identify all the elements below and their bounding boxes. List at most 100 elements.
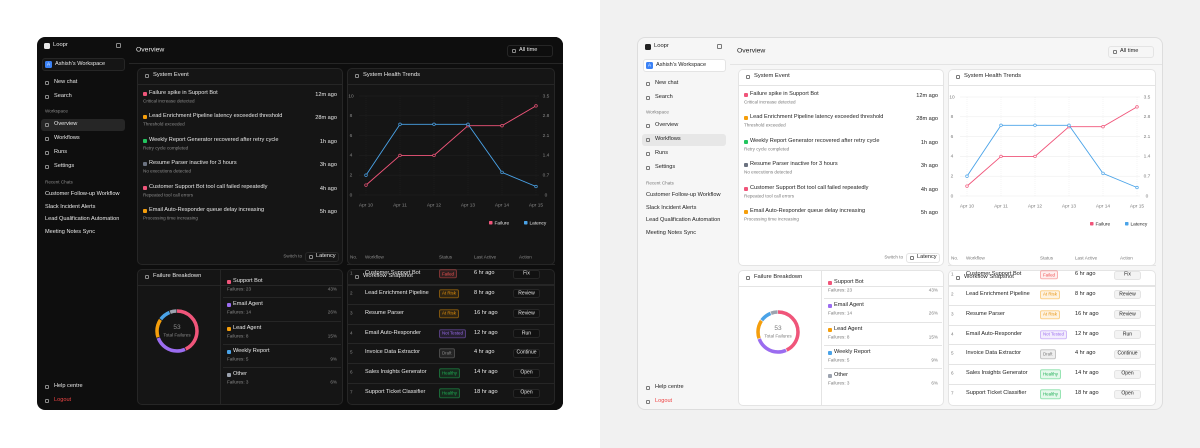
row-divider (948, 344, 1156, 345)
last-active: 14 hr ago (1075, 370, 1099, 377)
row-number: 7 (350, 389, 353, 395)
action-button[interactable] (1114, 369, 1141, 379)
workspace-name: Ashish's Workspace (55, 60, 106, 67)
sidebar-action[interactable]: Search (655, 94, 673, 101)
help-link[interactable]: Help centre (54, 383, 83, 390)
breakdown-count: Failures: 14 (227, 310, 252, 315)
donut-segment (756, 310, 800, 354)
switch-toggle[interactable] (305, 252, 339, 262)
status-badge: At Risk (1040, 290, 1060, 300)
logout-link[interactable]: Logout (54, 397, 72, 404)
status-badge: Healthy (439, 368, 460, 378)
workspace-select[interactable] (42, 58, 125, 71)
last-active: 18 hr ago (474, 389, 498, 396)
card-divider (738, 286, 944, 287)
breakdown-share: 9% (931, 357, 938, 363)
event-title: Customer Support Bot tool call failed re… (149, 183, 268, 190)
nav-item[interactable]: Settings (54, 163, 75, 170)
action-button[interactable] (1114, 310, 1141, 320)
action-button[interactable] (513, 329, 540, 339)
action-button[interactable] (1114, 270, 1141, 280)
recent-chat[interactable]: Slack Incident Alerts (646, 205, 697, 212)
nav-item[interactable]: Overview (655, 122, 679, 129)
workflow-name: Resume Parser (365, 309, 404, 316)
workspace-select[interactable] (643, 59, 726, 72)
logout-link[interactable]: Logout (655, 398, 673, 405)
row-number: 1 (951, 271, 954, 277)
nav-item[interactable]: Workflows (655, 136, 681, 143)
action-button[interactable] (513, 269, 540, 279)
switch-option: Latency (917, 254, 937, 261)
event-dot (744, 116, 748, 121)
nav-item[interactable]: Overview (54, 121, 78, 128)
action-button[interactable] (1114, 349, 1141, 359)
y2-tick-label: 1.4 (543, 153, 550, 159)
line-point (1067, 123, 1071, 127)
workflow-name: Lead Enrichment Pipeline (365, 290, 429, 297)
recent-chat[interactable]: Lead Qualification Automation (45, 216, 120, 223)
range-label: All time (519, 47, 538, 54)
recent-chat[interactable]: Slack Incident Alerts (45, 204, 96, 211)
action-button[interactable] (513, 309, 540, 319)
y-tick-label: 0 (951, 193, 954, 199)
icon (45, 123, 49, 127)
sidebar-action[interactable]: Search (54, 93, 72, 100)
nav-item[interactable]: Runs (54, 149, 68, 156)
icon (145, 275, 149, 279)
range-select[interactable] (1108, 46, 1154, 58)
recent-chat[interactable]: Meeting Notes Sync (646, 230, 697, 237)
breakdown-share: 9% (330, 356, 337, 362)
recent-chat[interactable]: Meeting Notes Sync (45, 229, 96, 236)
action-button[interactable] (513, 348, 540, 358)
card-divider (347, 285, 555, 286)
brand-logo (645, 44, 651, 50)
card-title: System Health Trends (363, 72, 421, 79)
recent-chat[interactable]: Lead Qualification Automation (646, 217, 721, 224)
card (948, 69, 1156, 266)
row-divider (347, 363, 555, 364)
action-label: Open (1121, 390, 1134, 397)
line-point (1135, 105, 1139, 109)
nav-item[interactable]: Workflows (54, 135, 80, 142)
breakdown-count: Failures: 23 (828, 287, 853, 293)
icon (746, 276, 750, 280)
donut-segment (756, 310, 800, 354)
action-button[interactable] (1114, 290, 1141, 300)
column-header: Workflow (365, 254, 384, 260)
event-detail: Retry cycle completed (143, 145, 189, 151)
action-button[interactable] (513, 368, 540, 378)
nav-item[interactable]: Runs (655, 150, 669, 157)
action-button[interactable] (1114, 330, 1141, 340)
y-tick-label: 10 (348, 93, 354, 99)
last-active: 14 hr ago (474, 369, 498, 376)
event-title: Failure spike in Support Bot (750, 91, 819, 98)
recent-chat[interactable]: Customer Follow-up Workflow (45, 191, 120, 198)
status-badge: Not Tested (439, 328, 466, 339)
page-title: Overview (136, 46, 165, 54)
icon (646, 138, 650, 142)
breakdown-name: Lead Agent (834, 325, 863, 332)
action-button[interactable] (513, 388, 540, 398)
action-button[interactable] (513, 289, 540, 299)
line-point (534, 104, 538, 108)
chart-layer: 0 2 4 6 8 10 0 0.7 1.4 2.1 2.8 3.5 Apr 10 Apr 11 Apr 1… (155, 93, 550, 353)
action-label: Continue (1117, 350, 1138, 357)
sidebar-action[interactable]: New chat (54, 79, 78, 86)
action-label: Open (1121, 370, 1134, 377)
switch-toggle[interactable] (906, 253, 940, 263)
nav-item[interactable]: Settings (655, 164, 676, 171)
workflow-name: Sales Insights Generator (966, 370, 1028, 377)
range-select[interactable] (507, 45, 553, 57)
collapse-button[interactable] (116, 43, 121, 48)
help-link[interactable]: Help centre (655, 384, 684, 391)
action-button[interactable] (1114, 389, 1141, 399)
card-divider (948, 85, 1156, 86)
y-tick-label: 8 (951, 114, 954, 120)
breakdown-count: Failures: 5 (227, 356, 249, 362)
sidebar-action[interactable]: New chat (655, 80, 679, 87)
line-point (466, 122, 470, 126)
collapse-button[interactable] (717, 44, 722, 49)
breakdown-count: Failures: 8 (828, 334, 850, 340)
recent-chat[interactable]: Customer Follow-up Workflow (646, 192, 721, 199)
line-point (1033, 154, 1037, 159)
